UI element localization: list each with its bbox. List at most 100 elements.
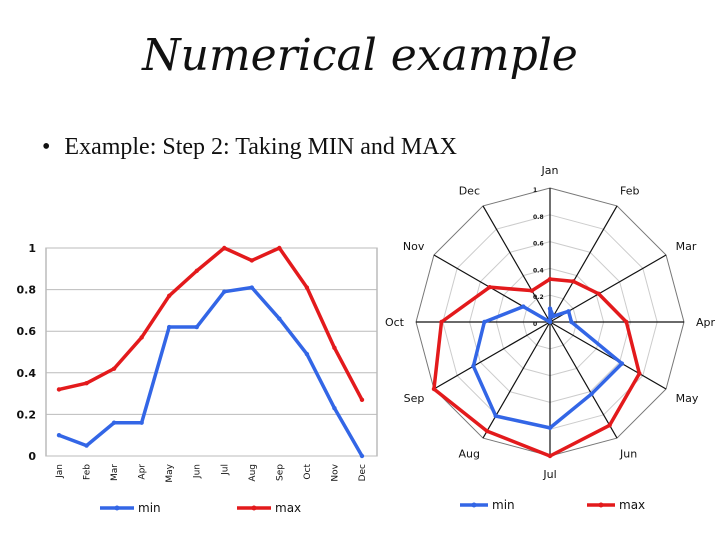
- series-polygon-max: [432, 277, 642, 458]
- radar-axis-label: Jul: [542, 468, 556, 481]
- data-point-max: [56, 387, 62, 392]
- x-tick-label: Apr: [138, 464, 148, 480]
- data-point-max: [304, 285, 310, 290]
- legend-marker-min: [471, 502, 477, 508]
- data-point-max: [111, 366, 117, 371]
- radar-axis-label: Oct: [385, 316, 405, 329]
- radar-spoke: [549, 321, 618, 439]
- data-point-min: [222, 289, 227, 294]
- series-line-max: [58, 246, 364, 401]
- x-tick-label: Feb: [83, 464, 93, 480]
- x-tick-label: Sep: [275, 464, 285, 481]
- data-point-max: [194, 268, 199, 274]
- data-point-max: [277, 245, 282, 251]
- data-point-max: [487, 284, 492, 290]
- data-point-min: [194, 324, 199, 330]
- plot-area: [45, 247, 378, 457]
- data-point-min: [547, 425, 553, 431]
- bullet-text: Example: Step 2: Taking MIN and MAX: [64, 134, 457, 160]
- data-point-max: [637, 371, 642, 376]
- data-point-max: [84, 381, 89, 386]
- legend-label-max: max: [275, 501, 301, 515]
- data-point-min: [249, 285, 255, 290]
- data-point-max: [596, 291, 601, 297]
- x-tick-label: Dec: [358, 464, 368, 481]
- radar-spoke: [482, 321, 551, 439]
- y-tick-label: 1: [28, 242, 36, 255]
- data-point-min: [84, 443, 89, 448]
- y-tick-label: 0.6: [17, 325, 37, 338]
- radar-tick-label: 0.4: [533, 267, 544, 274]
- data-point-min: [139, 420, 144, 425]
- y-tick-label: 0.8: [17, 284, 37, 297]
- data-point-min: [493, 413, 498, 419]
- data-point-max: [431, 386, 437, 392]
- x-tick-label: Jul: [220, 464, 230, 476]
- radar-tick-label: 0: [533, 321, 537, 328]
- x-tick-label: Mar: [110, 464, 120, 481]
- radar-tick-label: 0.6: [533, 241, 544, 248]
- radar-spoke: [482, 205, 551, 323]
- data-point-max: [139, 335, 144, 340]
- radar-spoke: [549, 205, 618, 323]
- data-point-min: [619, 361, 625, 366]
- data-point-min: [566, 309, 571, 314]
- radar-axis-label: Apr: [696, 316, 716, 329]
- series-polygon-min: [471, 304, 624, 430]
- data-point-max: [222, 245, 227, 251]
- x-tick-label: Nov: [330, 463, 340, 481]
- bullet-dot-icon: •: [42, 134, 51, 160]
- data-point-min: [547, 319, 553, 325]
- radar-axis-label: Jan: [541, 164, 559, 177]
- radar-axis-label: Mar: [676, 240, 697, 253]
- data-point-max: [359, 397, 365, 403]
- series-line-min: [58, 285, 364, 457]
- legend-label-min: min: [492, 498, 515, 512]
- data-point-min: [359, 453, 365, 459]
- data-point-min: [482, 319, 487, 325]
- x-tick-label: Jan: [55, 464, 65, 479]
- bullet-item: • Example: Step 2: Taking MIN and MAX: [42, 134, 457, 161]
- data-point-min: [547, 306, 553, 311]
- data-point-min: [304, 351, 310, 357]
- data-point-max: [624, 319, 629, 325]
- data-point-min: [56, 433, 62, 438]
- radar-tick-label: 1: [533, 187, 537, 194]
- radar-axis-label: Dec: [459, 184, 480, 197]
- x-tick-label: May: [165, 463, 175, 482]
- radar-axis-label: Sep: [404, 392, 425, 405]
- data-point-max: [166, 293, 172, 299]
- y-tick-label: 0.4: [17, 367, 37, 380]
- legend-marker-min: [114, 505, 120, 511]
- radar-axis-label: Jun: [619, 448, 637, 461]
- data-point-max: [439, 319, 444, 325]
- legend-label-min: min: [138, 501, 161, 515]
- y-tick-label: 0.2: [17, 408, 37, 421]
- radar-spoke: [549, 321, 667, 390]
- legend-marker-max: [251, 505, 257, 511]
- radar-spoke: [433, 321, 551, 390]
- data-point-min: [332, 405, 337, 411]
- x-tick-label: Oct: [303, 464, 313, 480]
- data-point-max: [547, 453, 553, 459]
- data-point-max: [607, 423, 612, 428]
- data-point-max: [571, 279, 576, 284]
- radar-axis-label: Feb: [620, 184, 639, 197]
- radar-axis-label: Nov: [403, 240, 425, 253]
- data-point-min: [111, 420, 117, 425]
- x-tick-label: Jun: [193, 464, 203, 479]
- data-point-max: [249, 258, 255, 263]
- radar-tick-label: 0.2: [533, 294, 544, 301]
- data-point-min: [551, 313, 556, 319]
- data-point-min: [471, 364, 476, 369]
- data-point-max: [529, 288, 535, 293]
- data-point-max: [332, 345, 337, 351]
- data-point-min: [521, 304, 526, 309]
- data-point-max: [484, 428, 490, 434]
- data-point-min: [166, 324, 172, 330]
- x-tick-label: Aug: [248, 464, 258, 482]
- data-point-min: [589, 391, 594, 397]
- data-point-max: [547, 276, 553, 282]
